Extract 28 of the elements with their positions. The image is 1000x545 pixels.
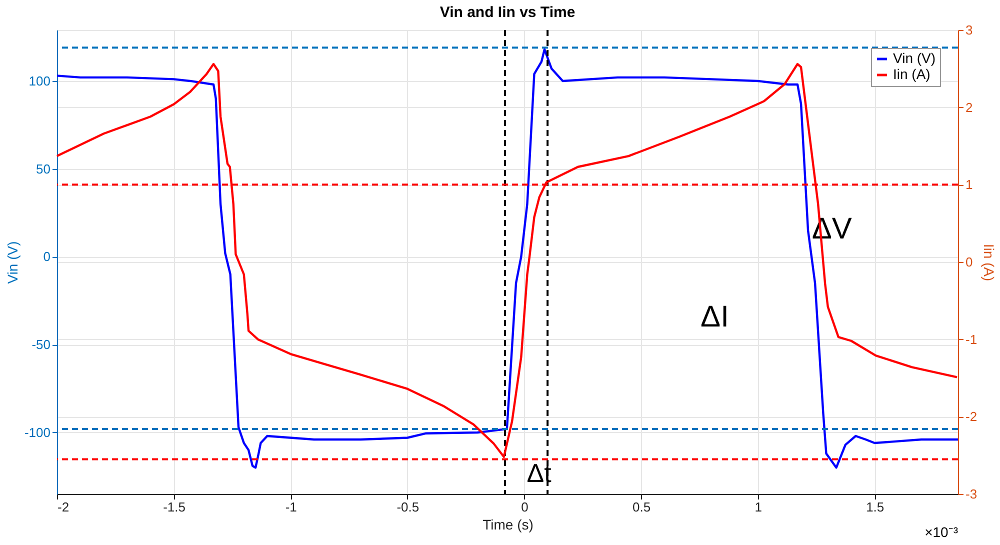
x-tick-label: -2 (58, 500, 70, 514)
y2-tick-label: 1 (966, 177, 973, 192)
y2-tick-label: 2 (966, 100, 973, 115)
x-tick-label: 1 (754, 500, 762, 514)
x-tick-label: -0.5 (396, 500, 420, 514)
y2-tick-label: 0 (966, 254, 973, 270)
chart-title: Vin and Iin vs Time (440, 4, 576, 21)
x-tick-label: 0.5 (632, 500, 651, 514)
legend-label: Iin (A) (893, 66, 930, 82)
x-tick-label: 0 (521, 500, 528, 514)
y-tick-label: 0 (43, 249, 50, 264)
x-tick-label: -1.5 (163, 500, 186, 514)
y-tick-label: -50 (32, 337, 50, 352)
y2-tick-label: -1 (966, 332, 978, 347)
y2-tick-label: 3 (966, 22, 973, 38)
x-tick-label: 1.5 (866, 500, 884, 514)
y-axis-title: Vin (V) (4, 241, 20, 284)
annotation: ΔI (700, 300, 729, 334)
y-tick-label: 50 (36, 161, 50, 176)
y-tick-label: -100 (24, 424, 50, 440)
text: ×10⁻³ (924, 524, 958, 540)
y2-tick-label: -3 (966, 486, 978, 502)
legend-label: Vin (V) (893, 50, 936, 66)
x-tick-label: -1 (285, 500, 297, 514)
y2-axis-title: Iin (A) (981, 244, 998, 282)
y2-tick-label: -2 (966, 409, 978, 424)
x-axis-title: Time (s) (482, 516, 534, 532)
y-tick-label: 100 (28, 73, 50, 88)
